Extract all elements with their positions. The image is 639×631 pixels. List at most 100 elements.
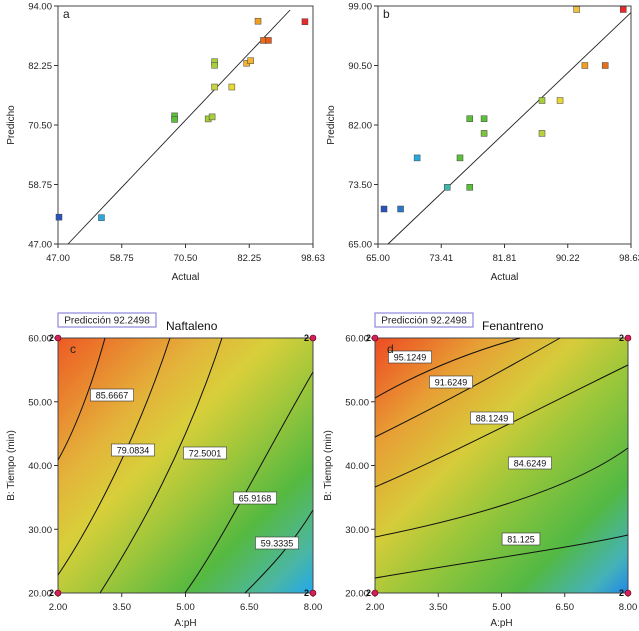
y-tick-label: 65.00 [348,240,372,251]
data-point [247,57,254,64]
design-point [309,589,317,597]
data-point [456,154,464,162]
contour-level-box [470,411,514,425]
data-point [301,18,309,25]
y-axis-label: B: Tiempo (min) [323,430,334,501]
x-axis-label: Actual [172,272,200,283]
panel-b: b 65.00 73.41 81.81 90.22 98.63 65.00 73.50 82.0… [326,2,639,284]
contour-line [99,337,223,594]
y-tick-label: 20.00 [28,589,52,600]
design-point [309,334,317,342]
design-point [624,334,632,342]
x-tick-label: 2.00 [49,602,68,613]
y-tick-label: 30.00 [28,525,52,536]
data-point [480,115,488,122]
contour-level-box [233,491,277,505]
y-tick-label: 94.00 [28,2,52,13]
contour-level-label: 59.3335 [261,539,294,549]
x-tick-label: 3.50 [113,602,132,613]
data-point [98,214,105,221]
panel-letter: c [70,342,76,356]
x-tick-label: 3.50 [429,602,448,613]
prediction-box [374,312,474,328]
y-tick-label: 99.00 [348,2,372,13]
contour-level-box [501,532,541,546]
data-point [443,184,451,191]
y-tick-label: 50.00 [28,397,52,408]
data-point [211,61,218,69]
x-tick-label: 98.63 [619,253,639,264]
data-point [208,113,216,121]
y-axis-label: Predicho [6,105,17,145]
data-point [581,62,589,69]
data-point [538,130,546,137]
contour-level-label: 72.5001 [189,449,222,459]
y-tick-label: 82.00 [348,121,372,132]
design-point-count: 2 [366,588,371,598]
x-tick-label: 65.00 [366,253,390,264]
data-point [466,184,474,191]
contour-level-label: 85.6667 [96,391,129,401]
design-point-count: 2 [619,588,624,598]
data-point [466,115,474,122]
x-tick-label: 70.50 [174,253,198,264]
x-tick-label: 98.63 [301,253,325,264]
y-tick-label: 50.00 [345,397,369,408]
x-tick-label: 81.81 [493,253,517,264]
plot-frame [377,5,632,245]
x-tick-label: 5.00 [176,602,195,613]
y-tick-label: 60.00 [28,334,52,345]
data-point [538,97,546,104]
contour-level-label: 84.6249 [514,459,547,469]
contour-line [374,337,521,399]
y-tick-label: 47.00 [28,240,52,251]
contour-level-box [111,443,155,457]
x-tick-label: 82.25 [237,253,261,264]
design-point-count: 2 [619,333,624,343]
prediction-box [57,312,157,328]
contour-level-label: 88.1249 [476,414,509,424]
panel-d: 95.1249 91.6249 88.1249 84.6249 81.125 d Fenan… [323,312,638,629]
y-tick-label: 60.00 [345,334,369,345]
contour-line [374,337,561,438]
contour-line [57,337,171,576]
y-tick-label: 90.50 [348,61,372,72]
data-point [573,6,580,13]
y-tick-label: 70.50 [28,121,52,132]
design-point-count: 2 [304,333,309,343]
contour-line [57,337,106,461]
contour-line [374,534,629,579]
design-point-count: 2 [49,588,54,598]
design-point [54,334,62,342]
data-point [55,213,63,221]
prediction-label: Predicción 92.2498 [64,316,150,327]
data-point [211,83,218,91]
x-tick-label: 90.22 [556,253,580,264]
design-point [54,589,62,597]
data-point [556,97,564,104]
x-axis-label: A:pH [174,618,196,629]
contour-level-label: 95.1249 [394,353,427,363]
y-tick-label: 58.75 [28,180,52,191]
data-point [254,17,262,25]
x-axis-label: Actual [491,272,519,283]
design-point [624,589,632,597]
design-point-count: 2 [49,333,54,343]
chart-title: Naftaleno [166,319,218,333]
contour-level-label: 81.125 [507,535,535,545]
panel-c: 85.6667 79.0834 72.5001 65.9168 59.3335 c Naft… [6,312,322,629]
contour-surface [374,337,629,594]
x-tick-label: 6.50 [556,602,575,613]
x-tick-label: 47.00 [46,253,70,264]
panel-letter: b [383,7,390,21]
contour-line [244,509,314,594]
x-tick-label: 8.00 [619,602,638,613]
contour-surface [57,337,314,594]
panel-letter: d [387,342,394,356]
contour-level-box [255,536,299,550]
prediction-label: Predicción 92.2498 [381,316,467,327]
contour-line [374,447,629,538]
fit-line [67,9,291,245]
data-point [171,116,178,123]
x-axis-label: A:pH [490,618,512,629]
